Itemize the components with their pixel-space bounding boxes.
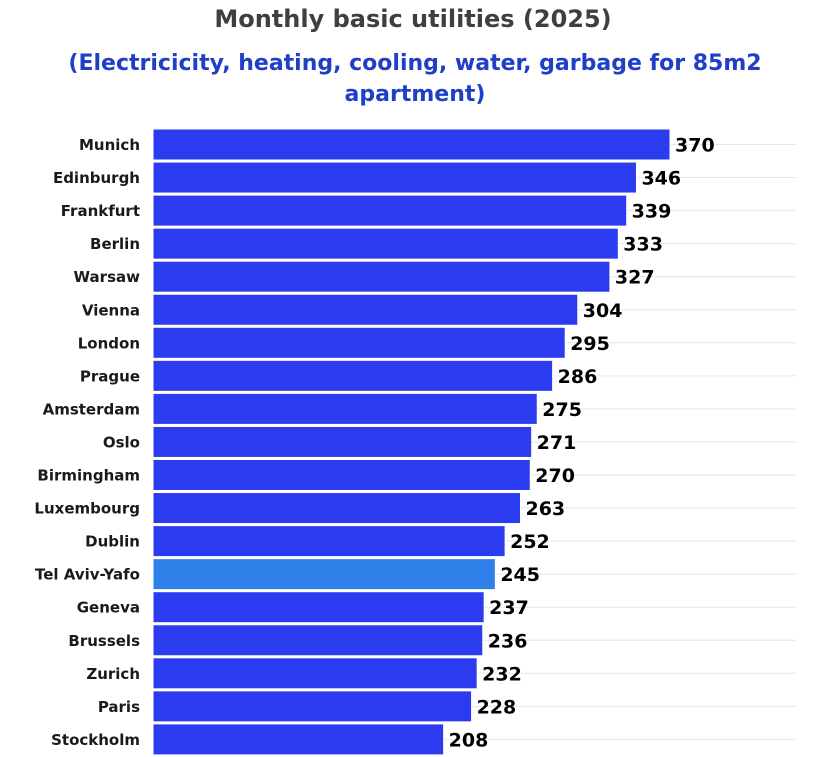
value-label-amsterdam: 275 (542, 399, 582, 421)
bar-birmingham (152, 459, 531, 491)
category-label-brussels: Brussels (68, 632, 140, 650)
category-label-oslo: Oslo (103, 433, 140, 451)
value-label-london: 295 (570, 333, 610, 355)
value-label-dublin: 252 (510, 531, 550, 553)
bar-vienna (152, 293, 579, 326)
bar-berlin (152, 227, 619, 260)
category-labels: Munich Edinburgh Frankfurt Berlin Warsaw Vien… (34, 136, 140, 749)
category-label-berlin: Berlin (90, 235, 140, 253)
value-labels: 370 346 339 333 327 304 295 286 275 271 270 263 252 2… (449, 135, 715, 752)
value-label-warsaw: 327 (615, 267, 655, 289)
bar-geneva (152, 591, 485, 624)
value-label-tel-aviv-yafo: 245 (500, 564, 540, 586)
bars (152, 128, 671, 756)
value-label-geneva: 237 (489, 597, 529, 619)
category-label-vienna: Vienna (82, 301, 140, 319)
bar-london (152, 326, 566, 359)
value-label-luxembourg: 263 (525, 498, 565, 520)
value-label-edinburgh: 346 (641, 168, 681, 190)
category-label-geneva: Geneva (77, 599, 140, 617)
category-label-amsterdam: Amsterdam (43, 400, 140, 418)
bar-munich (152, 128, 671, 161)
bar-stockholm (152, 723, 445, 756)
value-label-berlin: 333 (623, 234, 663, 256)
category-label-birmingham: Birmingham (37, 467, 140, 485)
value-label-vienna: 304 (583, 300, 623, 322)
value-label-frankfurt: 339 (632, 201, 672, 223)
category-label-tel-aviv-yafo: Tel Aviv-Yafo (35, 566, 140, 584)
bar-paris (152, 690, 473, 723)
chart-title: Monthly basic utilities (2025) (214, 5, 612, 33)
category-label-prague: Prague (80, 367, 140, 385)
bar-edinburgh (152, 161, 637, 194)
category-label-stockholm: Stockholm (51, 731, 140, 749)
category-label-zurich: Zurich (86, 665, 140, 683)
category-label-frankfurt: Frankfurt (61, 202, 140, 220)
bar-luxembourg (152, 492, 521, 525)
value-label-brussels: 236 (488, 630, 528, 652)
bar-amsterdam (152, 392, 538, 425)
bar-frankfurt (152, 194, 628, 227)
bar-tel-aviv-yafo (152, 558, 496, 591)
bar-prague (152, 359, 554, 392)
category-label-warsaw: Warsaw (74, 268, 141, 286)
bar-oslo (152, 425, 533, 458)
bar-zurich (152, 657, 478, 690)
value-label-zurich: 232 (482, 663, 522, 685)
category-label-munich: Munich (79, 136, 140, 154)
value-label-munich: 370 (675, 135, 715, 157)
bar-warsaw (152, 260, 611, 293)
value-label-paris: 228 (477, 696, 517, 718)
category-label-edinburgh: Edinburgh (53, 169, 140, 187)
value-label-prague: 286 (558, 366, 598, 388)
category-label-dublin: Dublin (85, 533, 140, 551)
value-label-oslo: 271 (537, 432, 577, 454)
category-label-luxembourg: Luxembourg (34, 500, 140, 518)
value-label-stockholm: 208 (449, 729, 489, 751)
chart-subtitle: (Electricicity, heating, cooling, water,… (68, 51, 762, 107)
category-label-london: London (78, 334, 140, 352)
bar-brussels (152, 624, 484, 657)
value-label-birmingham: 270 (535, 465, 575, 487)
category-label-paris: Paris (98, 698, 140, 716)
bar-dublin (152, 525, 506, 558)
